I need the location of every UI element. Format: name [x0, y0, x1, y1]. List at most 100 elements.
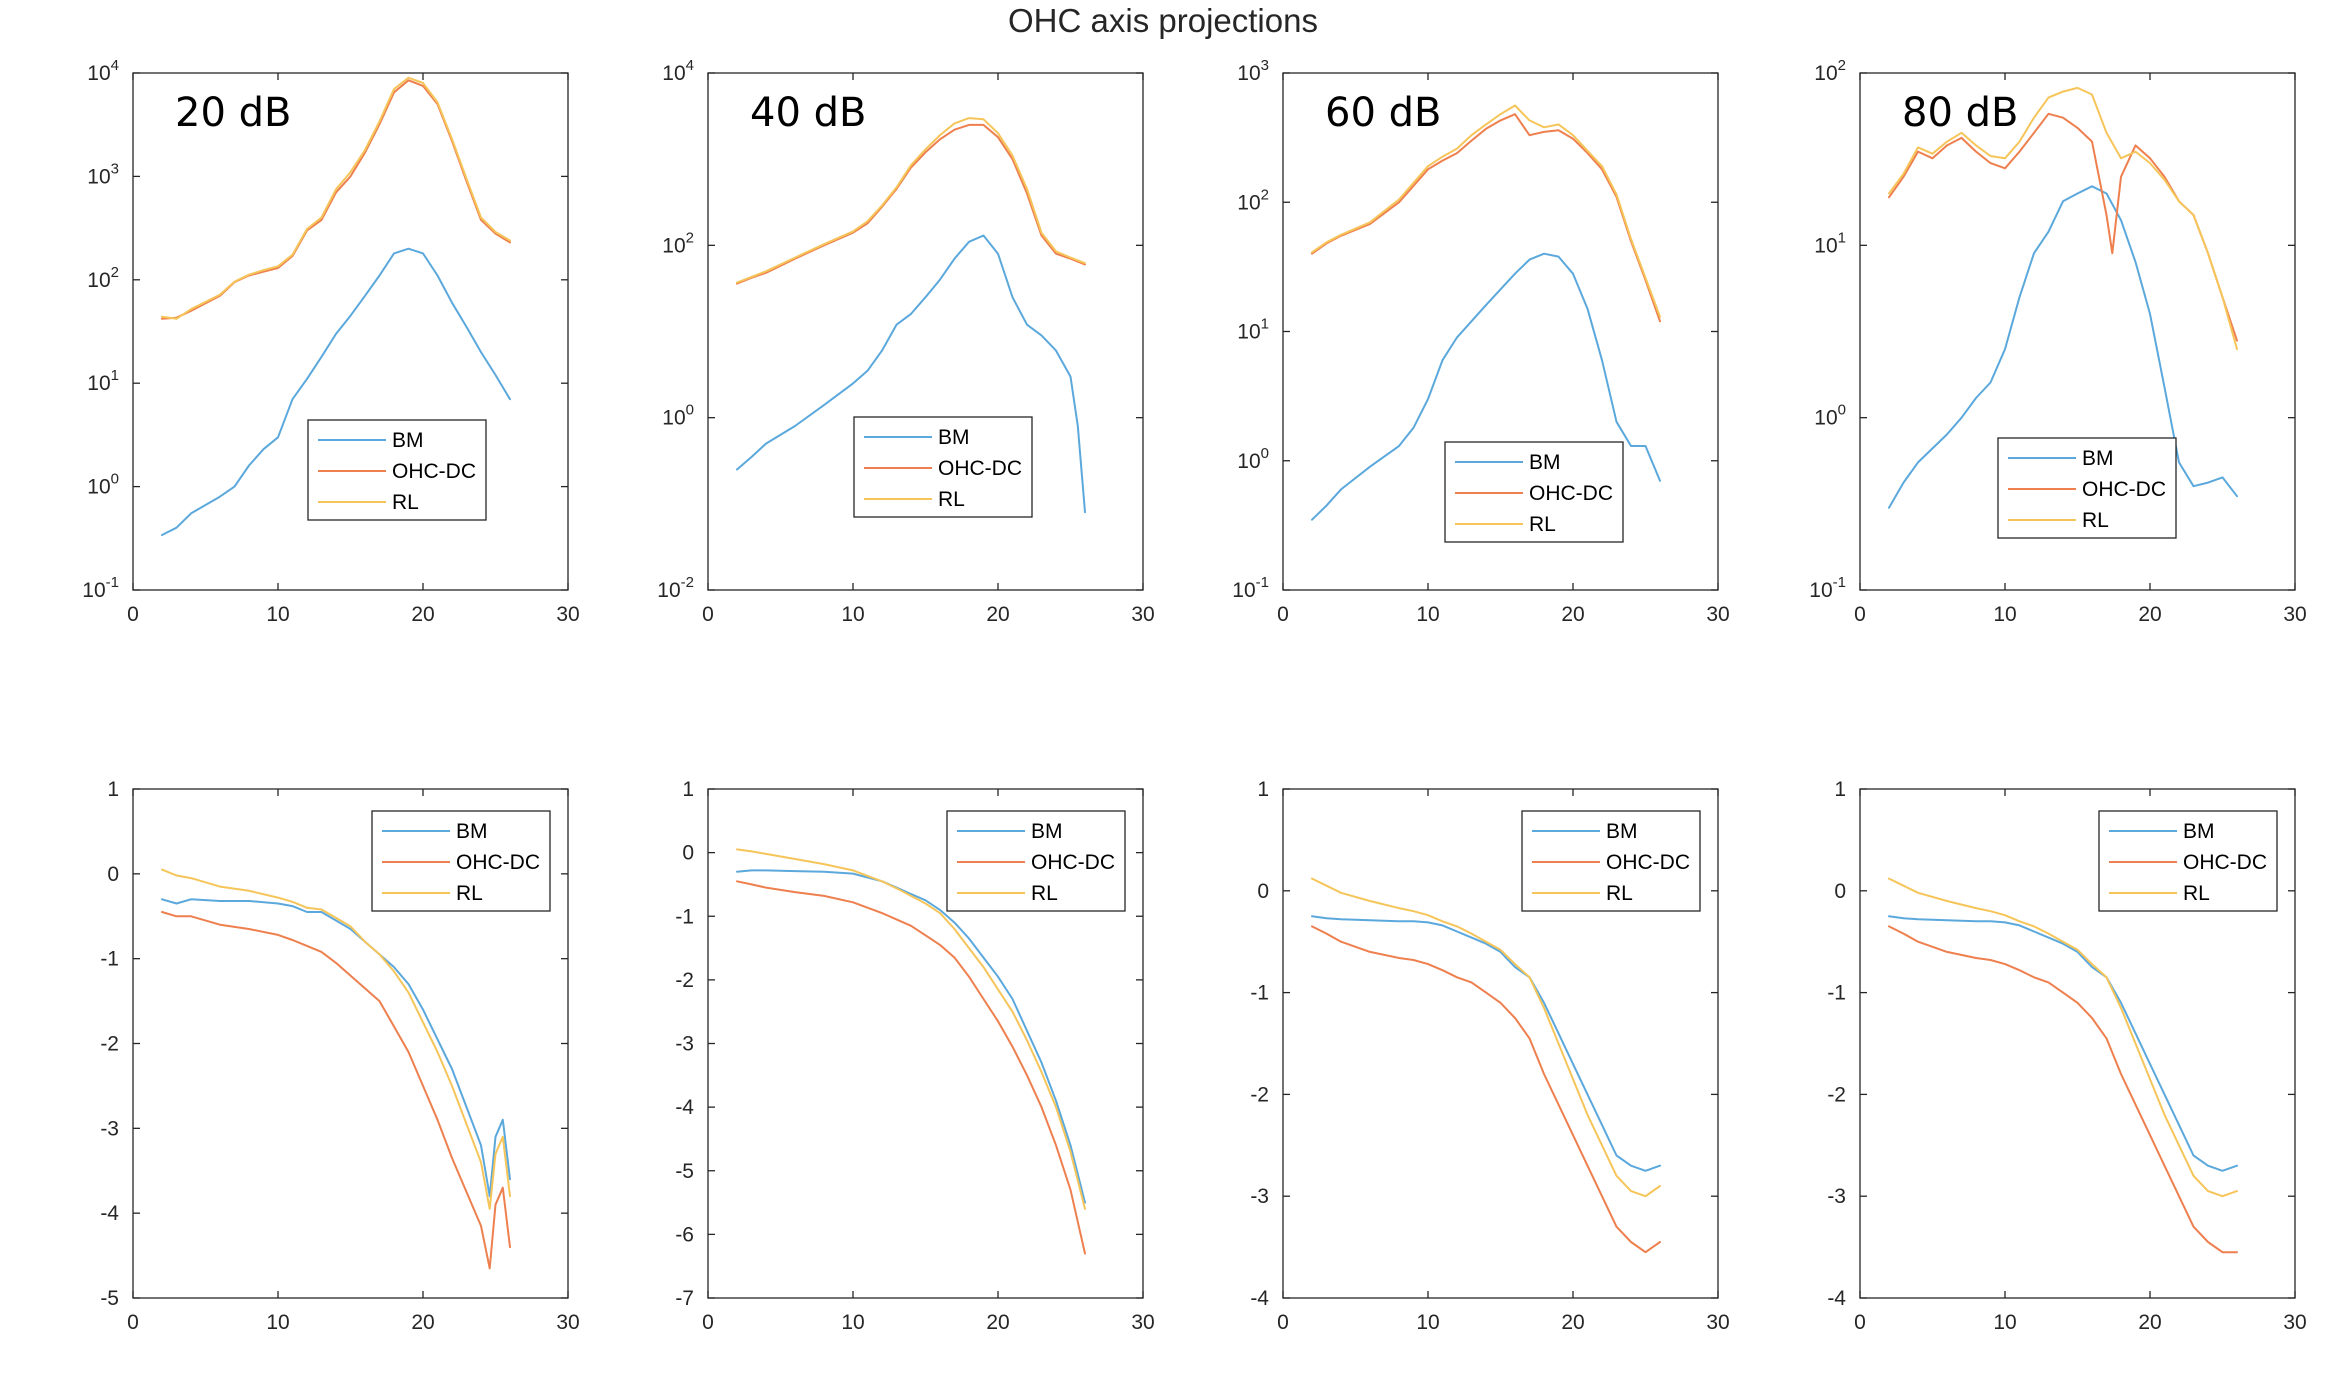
y-tick-label: 0: [1257, 880, 1269, 903]
level-label: 40 dB: [750, 90, 866, 136]
series-line-rl: [1888, 877, 2238, 1198]
x-tick-label: 10: [1993, 1311, 2016, 1334]
legend-label: RL: [456, 882, 483, 905]
legend-label: BM: [456, 820, 488, 843]
y-tick-label: -4: [1250, 1287, 1269, 1310]
y-tick-exponent: 1: [1838, 229, 1846, 246]
series-line-rl: [1311, 104, 1661, 318]
series-line-ohc-dc: [736, 880, 1086, 1255]
y-tick-exponent: -1: [1256, 574, 1269, 591]
legend: BM OHC-DC RL: [371, 810, 551, 912]
x-tick-label: 0: [1854, 603, 1866, 626]
legend-label: OHC-DC: [938, 457, 1022, 480]
x-tick-label: 0: [1277, 1311, 1289, 1334]
legend-label: OHC-DC: [392, 460, 476, 483]
y-tick-exponent: 3: [111, 160, 119, 177]
x-tick-label: 10: [1416, 1311, 1439, 1334]
y-tick-label: -4: [1827, 1287, 1846, 1310]
y-tick-base: 10: [1237, 62, 1260, 85]
y-tick-base: 10: [1814, 407, 1837, 430]
y-tick-label: 103: [87, 160, 119, 188]
figure-title: OHC axis projections: [1008, 2, 1318, 39]
x-tick-label: 30: [556, 1311, 579, 1334]
legend-label: OHC-DC: [2082, 478, 2166, 501]
subplot-bottom-2: 0 10 20 30 -7 -6 -5 -4 -3 -2 -1 0 1 BM OHC-DC RL: [675, 778, 1154, 1334]
x-tick-label: 30: [1706, 603, 1729, 626]
x-tick-label: 0: [127, 1311, 139, 1334]
y-tick-label: -3: [1250, 1185, 1269, 1208]
series-line-bm: [736, 234, 1086, 514]
y-tick-exponent: 2: [686, 229, 694, 246]
y-tick-label: 0: [1834, 880, 1846, 903]
x-tick-label: 10: [841, 1311, 864, 1334]
y-tick-label: 102: [1814, 57, 1846, 85]
y-tick-exponent: -1: [1833, 574, 1846, 591]
legend-label: BM: [938, 426, 970, 449]
y-tick-label: -6: [675, 1223, 694, 1246]
y-tick-label: 103: [1237, 57, 1269, 85]
y-tick-label: 10-1: [1809, 574, 1846, 602]
y-tick-label: -1: [100, 948, 119, 971]
y-tick-label: 0: [107, 863, 119, 886]
y-tick-label: -2: [1827, 1083, 1846, 1106]
x-tick-label: 10: [841, 603, 864, 626]
y-tick-exponent: 0: [1838, 402, 1846, 419]
legend: BM OHC-DC RL: [1521, 810, 1701, 912]
legend-label: BM: [1606, 820, 1638, 843]
y-tick-label: 101: [87, 367, 119, 395]
y-tick-label: -4: [675, 1096, 694, 1119]
x-tick-label: 30: [2283, 603, 2306, 626]
series-line-rl: [736, 117, 1086, 284]
series-line-rl: [1888, 86, 2238, 351]
y-tick-base: 10: [87, 372, 110, 395]
y-tick-label: -4: [100, 1202, 119, 1225]
x-tick-label: 0: [702, 1311, 714, 1334]
series-line-ohc-dc: [161, 911, 511, 1270]
y-tick-label: 100: [87, 471, 119, 499]
y-tick-label: 1: [1257, 778, 1269, 801]
y-tick-label: -1: [1827, 982, 1846, 1005]
y-tick-label: 102: [662, 229, 694, 257]
legend-label: RL: [392, 491, 419, 514]
legend: BM OHC-DC RL: [1444, 441, 1624, 543]
y-tick-base: 10: [1237, 321, 1260, 344]
y-tick-exponent: 1: [1261, 316, 1269, 333]
legend: BM OHC-DC RL: [853, 416, 1033, 518]
legend-label: BM: [2082, 447, 2114, 470]
y-tick-label: -3: [100, 1117, 119, 1140]
y-tick-label: -7: [675, 1287, 694, 1310]
y-tick-label: -3: [675, 1033, 694, 1056]
x-tick-label: 0: [127, 603, 139, 626]
x-tick-label: 30: [1131, 1311, 1154, 1334]
y-tick-label: 0: [682, 842, 694, 865]
x-tick-label: 10: [1416, 603, 1439, 626]
y-tick-base: 10: [662, 234, 685, 257]
subplot-bottom-4: 0 10 20 30 -4 -3 -2 -1 0 1 BM OHC-DC RL: [1827, 778, 2306, 1334]
y-tick-label: -5: [675, 1160, 694, 1183]
y-tick-base: 10: [87, 269, 110, 292]
y-tick-exponent: 3: [1261, 57, 1269, 74]
y-tick-label: -1: [675, 905, 694, 928]
series-line-rl: [736, 848, 1086, 1210]
y-tick-exponent: 4: [686, 57, 694, 74]
series-line-bm: [1888, 185, 2238, 509]
y-tick-label: 1: [682, 778, 694, 801]
y-tick-label: 101: [1814, 229, 1846, 257]
y-tick-label: 100: [1814, 402, 1846, 430]
y-tick-label: -2: [100, 1033, 119, 1056]
series-line-bm: [1311, 915, 1661, 1172]
legend: BM OHC-DC RL: [2098, 810, 2278, 912]
legend-box: [307, 419, 487, 521]
series-line-rl: [1311, 877, 1661, 1198]
y-tick-exponent: 2: [1838, 57, 1846, 74]
y-tick-label: -2: [675, 969, 694, 992]
legend-label: RL: [1606, 882, 1633, 905]
level-label: 60 dB: [1325, 90, 1441, 136]
x-tick-label: 0: [702, 603, 714, 626]
y-tick-base: 10: [662, 407, 685, 430]
legend: BM OHC-DC RL: [1997, 437, 2177, 539]
x-tick-label: 30: [2283, 1311, 2306, 1334]
series-line-bm: [1888, 915, 2238, 1172]
